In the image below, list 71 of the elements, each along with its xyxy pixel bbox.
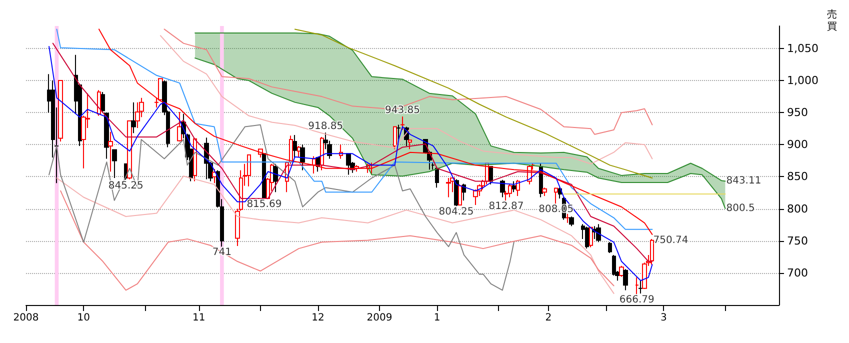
candlestick [262, 152, 266, 200]
candlestick [58, 80, 63, 142]
candlestick [446, 178, 451, 198]
candlestick [542, 187, 547, 196]
candlestick [608, 242, 612, 254]
candlestick [569, 216, 574, 227]
candlestick [320, 136, 324, 171]
line-series [294, 28, 653, 179]
candlestick [585, 226, 589, 250]
candlestick [635, 276, 639, 295]
candlestick [408, 139, 412, 150]
candlestick [623, 268, 628, 291]
x-tick-label: 2009 [366, 312, 392, 324]
y-tick-label: 950 [787, 106, 808, 120]
candlestick [273, 163, 278, 193]
x-tick-label: 2 [545, 312, 552, 324]
candlestick [135, 102, 140, 128]
x-tick-label: 1 [434, 312, 440, 324]
annotation: 750.74 [653, 234, 688, 246]
y-tick-label: 800 [787, 202, 808, 216]
candlestick [400, 116, 405, 130]
candlestick [596, 224, 601, 243]
candlestick [112, 149, 117, 179]
candlestick [393, 126, 397, 150]
text: 買 [827, 22, 837, 32]
candlestick [516, 179, 520, 196]
x-tick-label: 3 [660, 312, 667, 324]
candlestick [650, 238, 654, 266]
candlestick [312, 156, 316, 174]
candlestick [619, 265, 624, 278]
candlestick [346, 153, 351, 176]
candlestick [500, 179, 505, 198]
candlestick [131, 102, 136, 134]
candlestick [97, 90, 101, 116]
candlestick [247, 154, 251, 187]
annotation: 815.69 [246, 199, 282, 210]
line-series [164, 28, 653, 135]
y-tick-label: 900 [787, 138, 808, 152]
y-tick-label: 750 [787, 234, 808, 248]
candlestick [512, 180, 516, 193]
x-tick-label: 2008 [13, 312, 39, 324]
candlestick [293, 134, 297, 158]
x-tick-label: 12 [312, 312, 324, 324]
candlestick [300, 144, 305, 171]
annotation: 812.87 [488, 201, 524, 212]
x-tick-label: 11 [192, 312, 206, 324]
candlestick [396, 124, 401, 140]
annotation: 666.79 [619, 294, 654, 306]
x-tick-label: 10 [77, 312, 90, 324]
annotation: 804.25 [438, 206, 474, 218]
annotation: 800.5 [726, 202, 755, 214]
text: 売 [827, 8, 837, 20]
line-series [56, 176, 614, 294]
candlestick [177, 111, 182, 142]
candlestick [565, 213, 570, 224]
y-tick-label: 1,000 [787, 74, 818, 88]
y-tick-label: 850 [787, 170, 808, 184]
candlestick [554, 187, 558, 204]
candlestick [297, 145, 301, 158]
line-series [194, 32, 726, 182]
y-tick-label: 700 [787, 266, 808, 280]
candlestick [638, 280, 643, 294]
annotation: 843.11 [726, 176, 762, 187]
candlestick [589, 226, 593, 248]
line-series [160, 35, 653, 164]
annotation: 943.85 [385, 105, 420, 116]
line-series [60, 190, 614, 291]
candlestick [458, 184, 462, 206]
candlestick [108, 131, 113, 172]
candlestick [508, 184, 512, 198]
y-tick-label: 1,050 [787, 42, 818, 55]
